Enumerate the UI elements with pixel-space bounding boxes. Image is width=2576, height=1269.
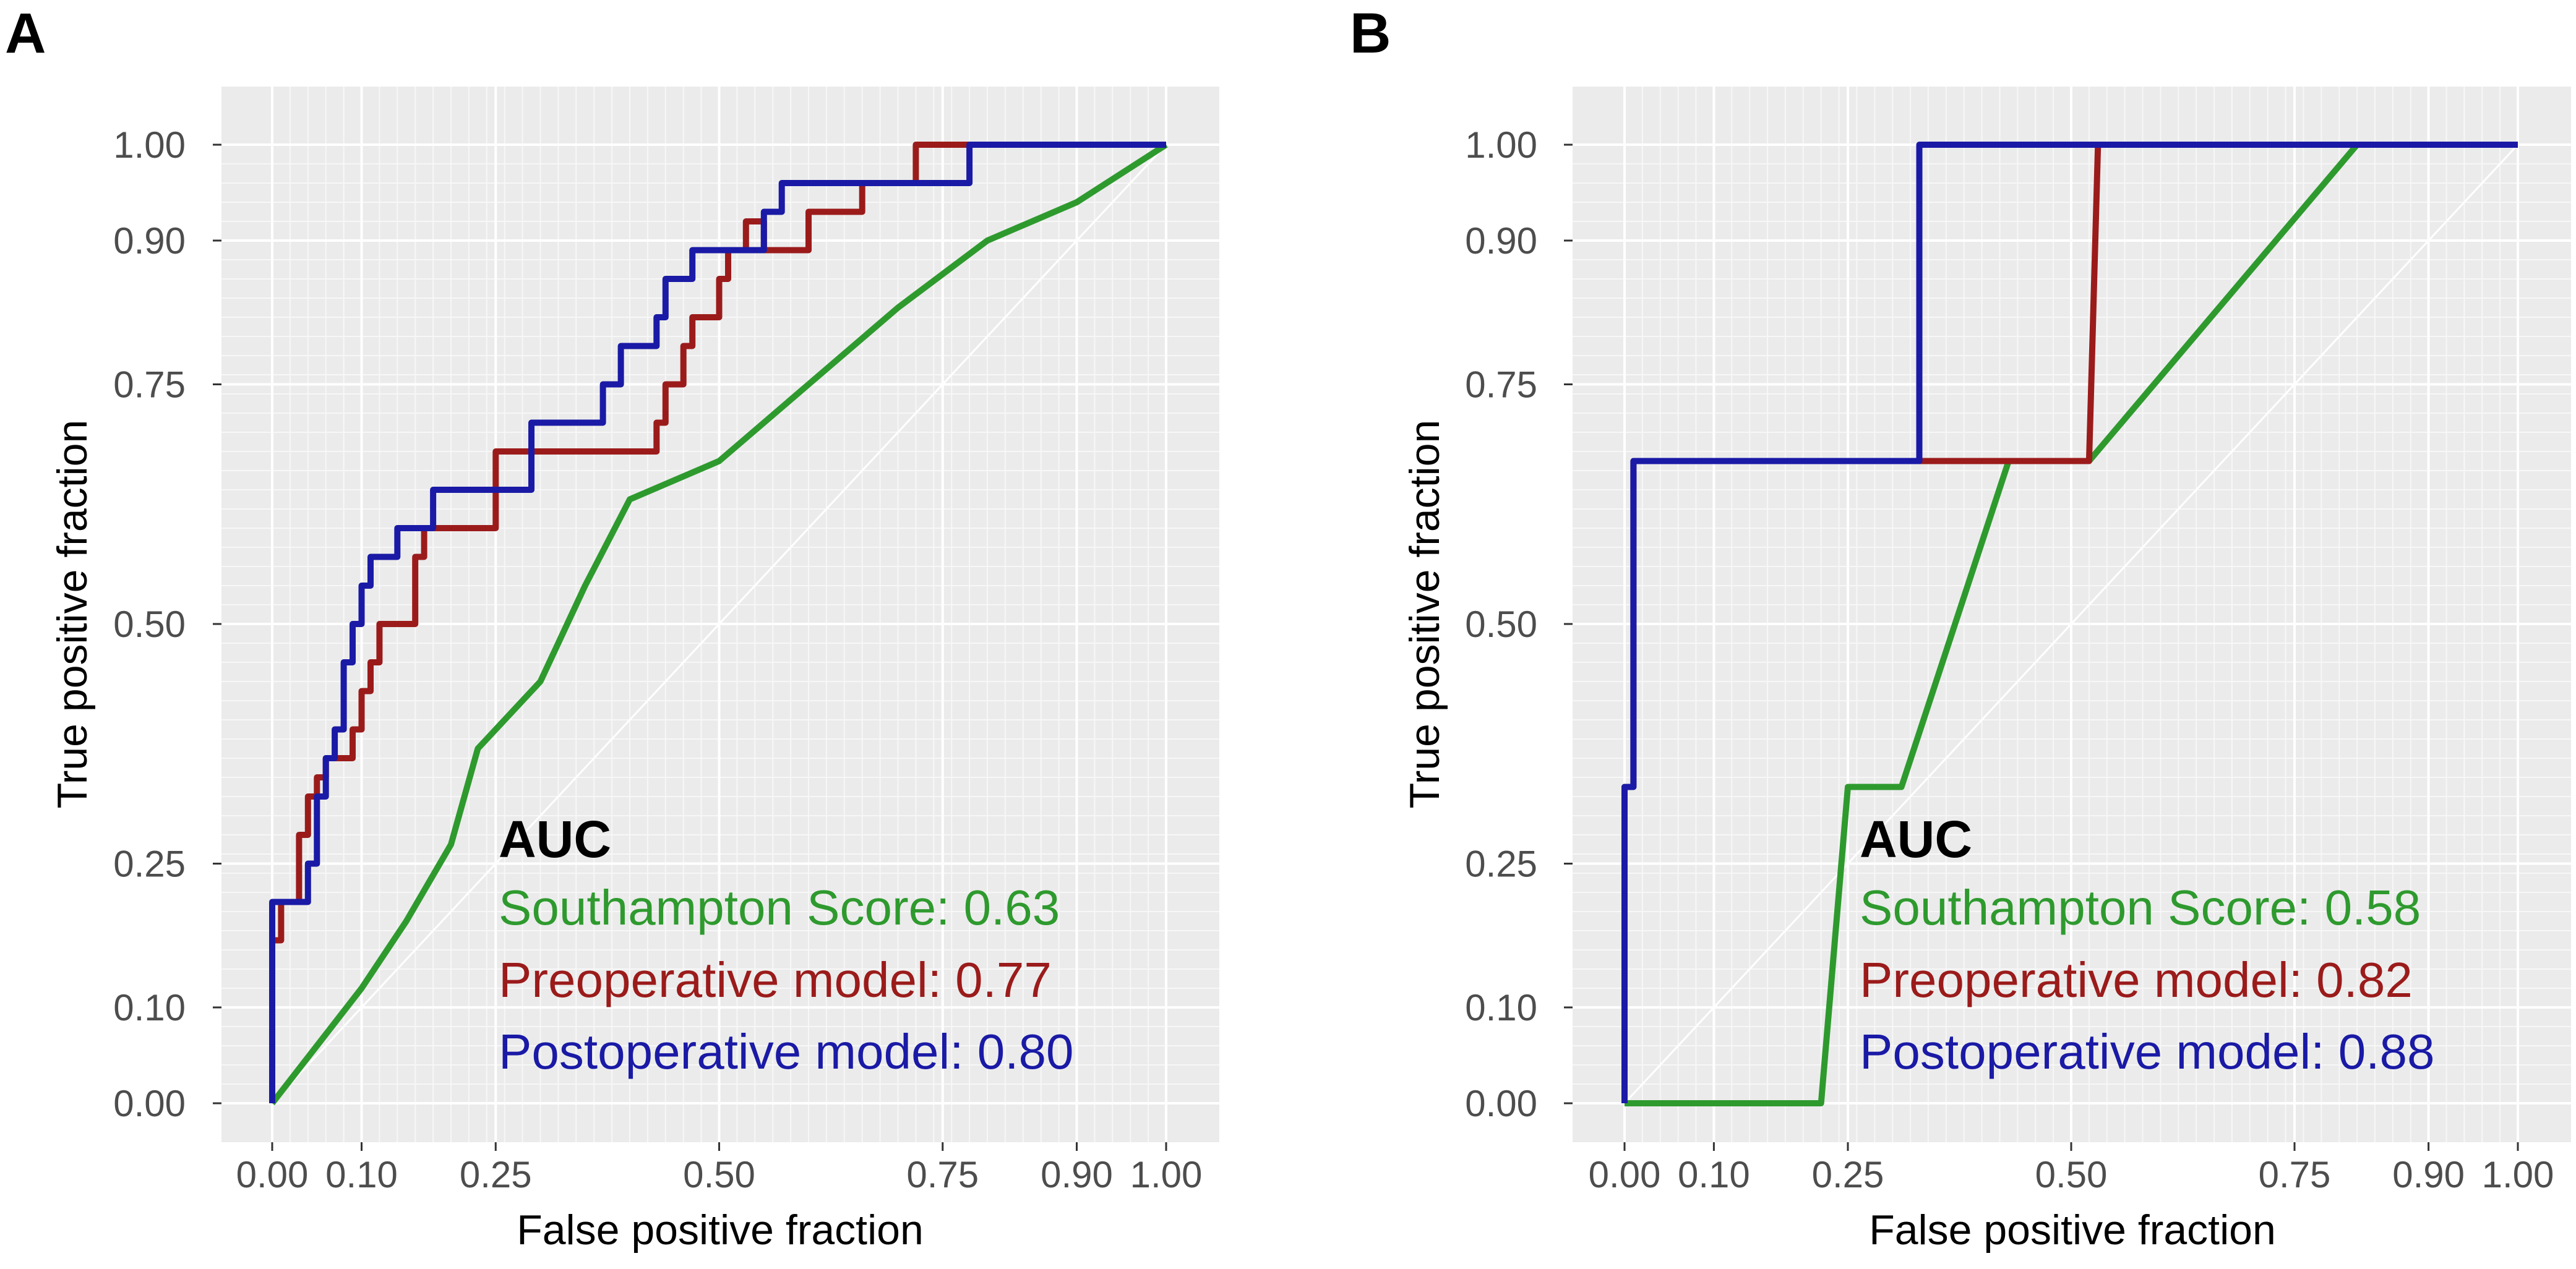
y-tick-label: 0.75 [1465,364,1537,406]
x-tick-label: 0.75 [906,1154,979,1195]
x-tick-label: 0.00 [236,1154,309,1195]
auc-preoperative-a: Preoperative model: 0.77 [499,952,1052,1007]
y-tick-label: 0.75 [113,364,186,406]
roc-curve-southampton [270,142,1168,1106]
roc-curve-southampton [1625,142,2518,1106]
x-tick-label: 1.00 [1130,1154,1203,1195]
y-tick-label: 0.25 [113,844,186,885]
auc-southampton-b: Southampton Score: 0.58 [1860,880,2421,935]
x-tick-label: 0.50 [2035,1154,2108,1195]
y-tick-label: 0.00 [113,1083,186,1124]
auc-postoperative-a: Postoperative model: 0.80 [499,1024,1073,1079]
y-tick-label: 0.90 [113,220,186,262]
diagonal-reference-line [1623,143,2519,1104]
x-tick-label: 1.00 [2482,1154,2554,1195]
y-tick-label: 1.00 [113,124,186,166]
y-tick-labels-a: 0.00 0.10 0.25 0.50 0.75 0.90 1.00 [113,124,186,1124]
x-tick-label: 0.25 [460,1154,532,1195]
y-tick-label: 0.50 [1465,604,1537,645]
auc-preoperative-b: Preoperative model: 0.82 [1860,952,2413,1007]
panel-label-b: B [1350,2,1391,65]
auc-postoperative-b: Postoperative model: 0.88 [1860,1024,2434,1079]
x-axis-title-b: False positive fraction [1869,1207,2276,1254]
ticks-a [213,143,1167,1151]
auc-legend-b: AUC Southampton Score: 0.58 Preoperative… [1860,810,2434,1079]
y-tick-label: 0.50 [113,604,186,645]
auc-legend-a: AUC Southampton Score: 0.63 Preoperative… [499,810,1073,1079]
auc-southampton-a: Southampton Score: 0.63 [499,880,1060,935]
x-tick-label: 0.75 [2259,1154,2331,1195]
roc-curves-a [269,142,1168,1106]
y-tick-label: 1.00 [1465,124,1537,166]
grid-a [221,87,1219,1142]
x-tick-labels-b: 0.00 0.10 0.25 0.50 0.75 0.90 1.00 [1589,1154,2554,1195]
y-tick-label: 0.10 [1465,987,1537,1028]
diagonal-reference-line [271,143,1167,1104]
y-axis-title-a: True positive fraction [49,420,96,809]
y-tick-label: 0.25 [1465,844,1537,885]
x-tick-label: 0.25 [1812,1154,1884,1195]
x-tick-label: 0.10 [1678,1154,1750,1195]
auc-legend-title-a: AUC [499,810,611,868]
auc-legend-title-b: AUC [1860,810,1972,868]
y-axis-title-b: True positive fraction [1401,420,1448,809]
roc-curve-postoperative [269,142,1166,1103]
ticks-b [1564,143,2519,1151]
x-axis-title-a: False positive fraction [517,1207,924,1254]
panel-b: B 0.00 0.10 0.25 0.50 0.75 0.90 1.00 0.000.100… [1350,2,2571,1254]
x-tick-label: 0.90 [2392,1154,2465,1195]
x-tick-label: 0.00 [1589,1154,1661,1195]
x-tick-label: 0.10 [325,1154,398,1195]
x-tick-label: 0.50 [683,1154,755,1195]
panel-label-a: A [5,2,46,65]
x-tick-label: 0.90 [1041,1154,1113,1195]
y-tick-label: 0.10 [113,987,186,1028]
y-tick-label: 0.90 [1465,220,1537,262]
y-tick-labels-b: 0.00 0.10 0.25 0.50 0.75 0.90 1.00 [1465,124,1537,1124]
y-tick-label: 0.00 [1465,1083,1537,1124]
roc-curve-postoperative [1621,142,2518,1103]
roc-curves-b [1621,142,2518,1106]
panel-a: A 0.00 0.10 0.25 0.50 0.75 0.90 1.00 0.000.100… [5,2,1219,1254]
x-tick-labels-a: 0.00 0.10 0.25 0.50 0.75 0.90 1.00 [236,1154,1203,1195]
